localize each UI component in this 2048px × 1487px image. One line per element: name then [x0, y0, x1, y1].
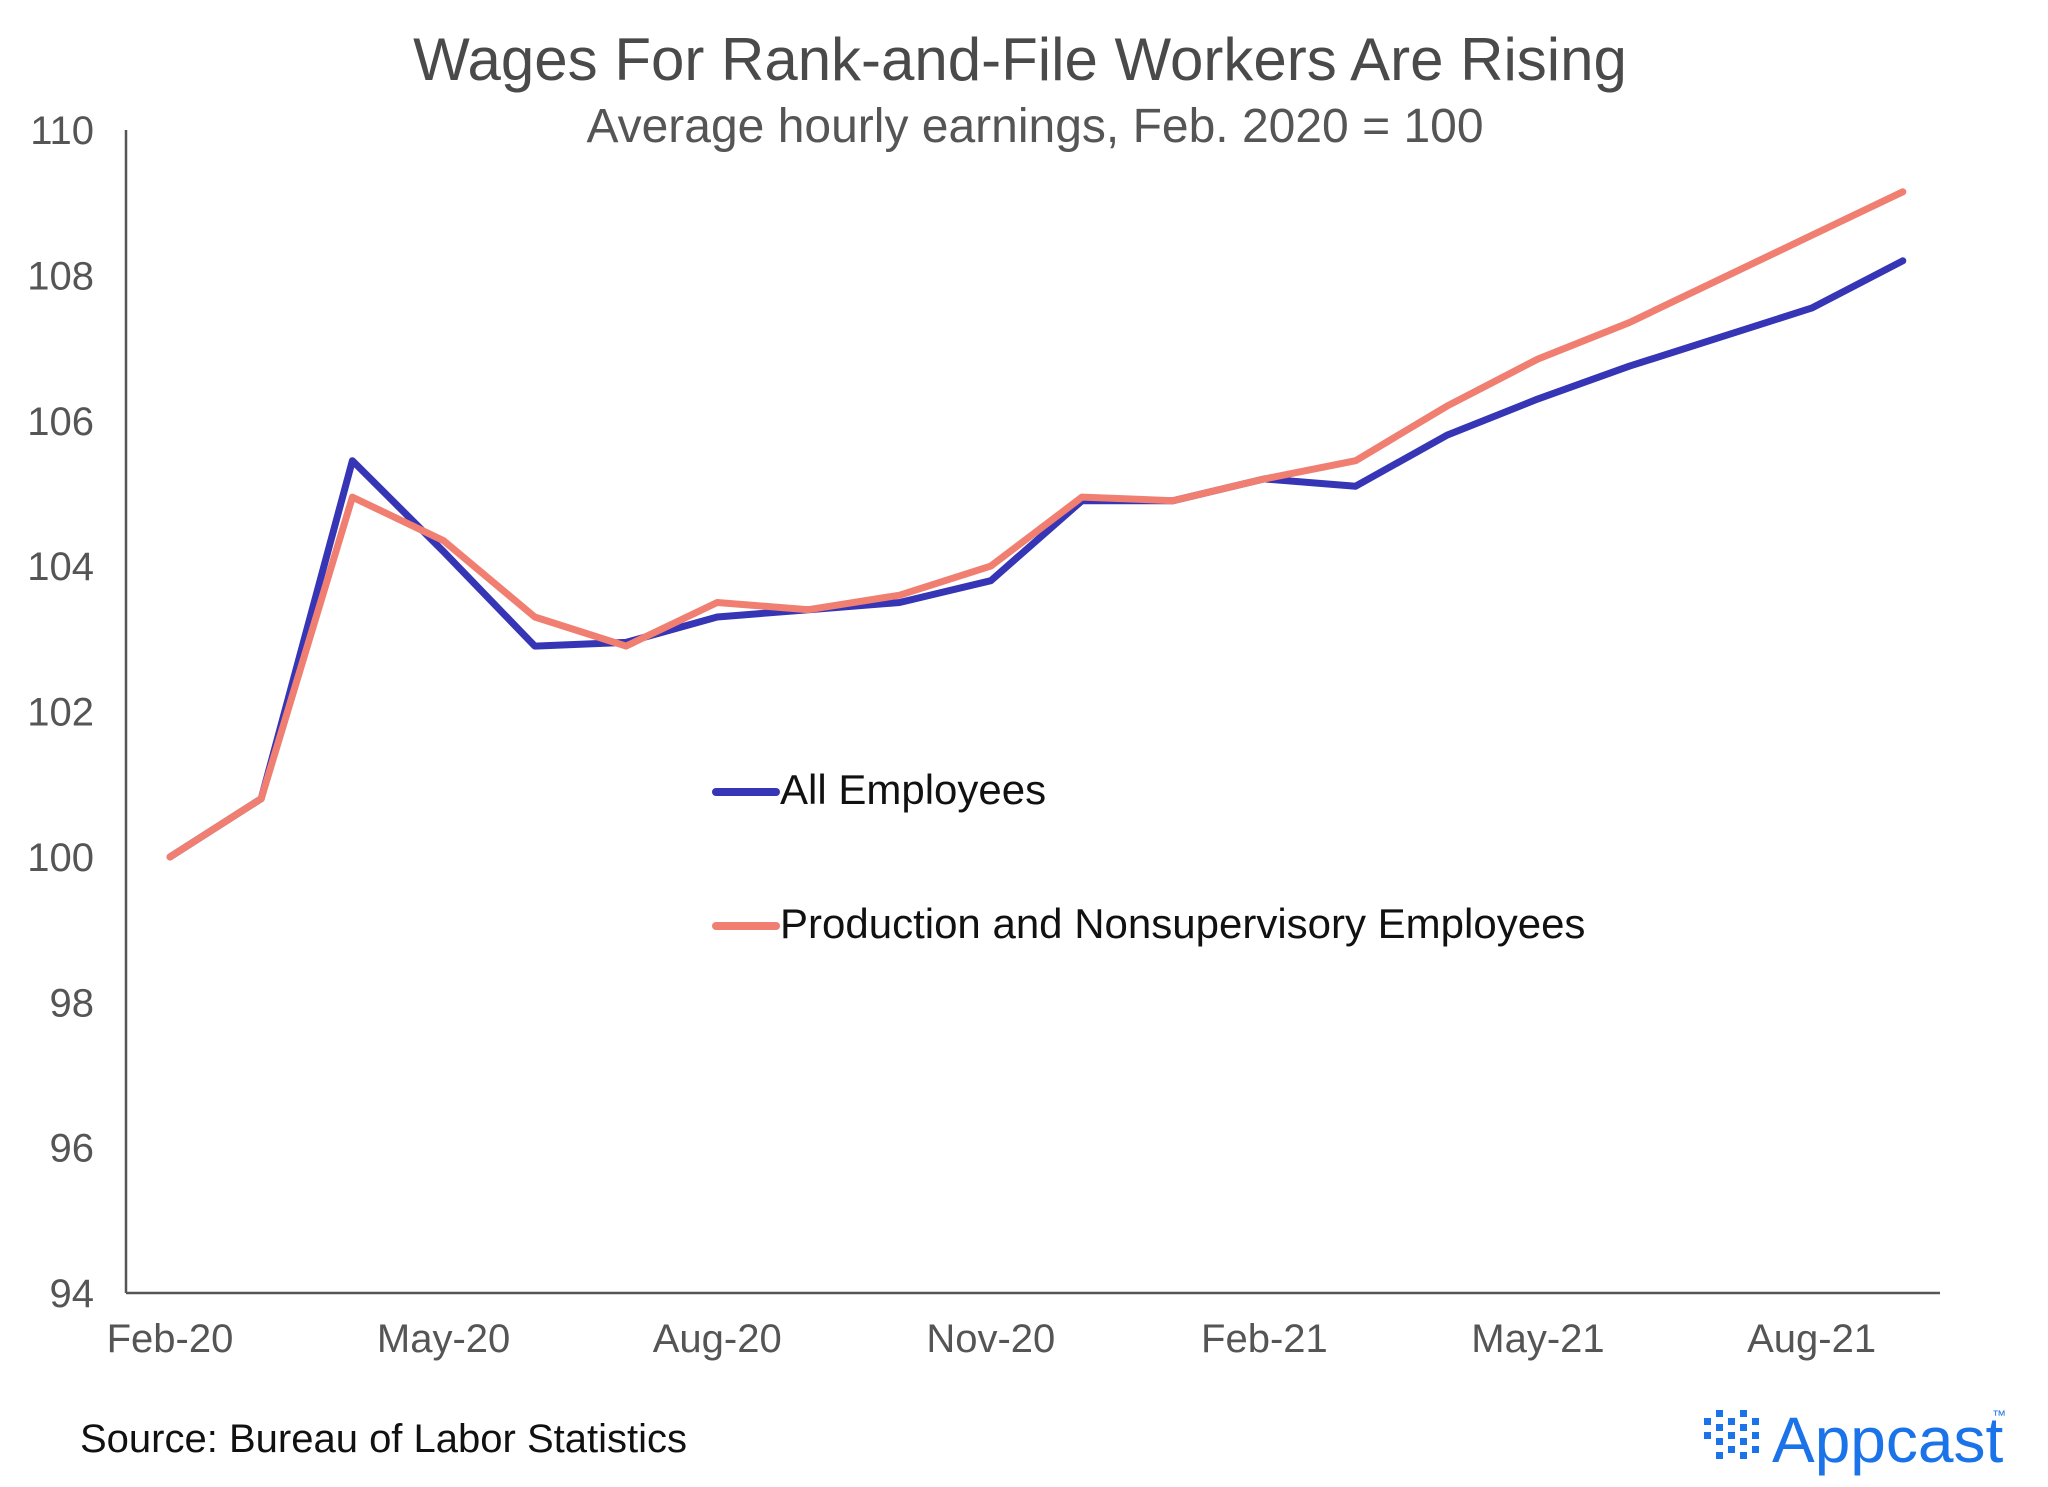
chart-title: Wages For Rank-and-File Workers Are Risi… — [413, 26, 1627, 93]
x-tick-label: May-21 — [1471, 1317, 1604, 1361]
x-tick-label: Aug-21 — [1747, 1317, 1876, 1361]
y-axis-ticks: 110 108 106 104 102 100 98 96 94 — [27, 109, 94, 1316]
y-tick-label: 102 — [27, 691, 94, 735]
x-tick-label: Feb-20 — [107, 1317, 234, 1361]
appcast-wordmark: Appcast — [1772, 1404, 2003, 1476]
x-axis-ticks: Feb-20 May-20 Aug-20 Nov-20 Feb-21 May-21 Aug-… — [107, 1317, 1876, 1361]
appcast-logo: Appcast ™ — [1704, 1404, 2006, 1476]
source-note: Source: Bureau of Labor Statistics — [80, 1417, 687, 1461]
y-tick-label: 100 — [27, 836, 94, 880]
x-tick-label: Aug-20 — [653, 1317, 782, 1361]
y-tick-label: 110 — [30, 109, 94, 153]
series-line-production-employees — [166, 188, 1907, 861]
y-tick-label: 104 — [27, 545, 94, 589]
legend: All Employees Production and Nonsupervis… — [712, 766, 1585, 947]
y-tick-label: 96 — [50, 1127, 95, 1171]
x-tick-label: Feb-21 — [1201, 1317, 1328, 1361]
trademark-mark: ™ — [1992, 1407, 2006, 1423]
series-lines — [166, 188, 1907, 861]
y-tick-label: 94 — [50, 1272, 95, 1316]
legend-label-all-employees: All Employees — [780, 766, 1046, 813]
legend-label-production-employees: Production and Nonsupervisory Employees — [780, 900, 1585, 947]
chart-subtitle: Average hourly earnings, Feb. 2020 = 100 — [586, 100, 1483, 153]
y-tick-label: 98 — [50, 981, 95, 1025]
x-tick-label: May-20 — [377, 1317, 510, 1361]
series-line-all-employees — [166, 257, 1907, 861]
y-tick-label: 106 — [27, 400, 94, 444]
y-tick-label: 108 — [27, 254, 94, 298]
x-tick-label: Nov-20 — [926, 1317, 1055, 1361]
appcast-grid-icon — [1704, 1410, 1759, 1459]
